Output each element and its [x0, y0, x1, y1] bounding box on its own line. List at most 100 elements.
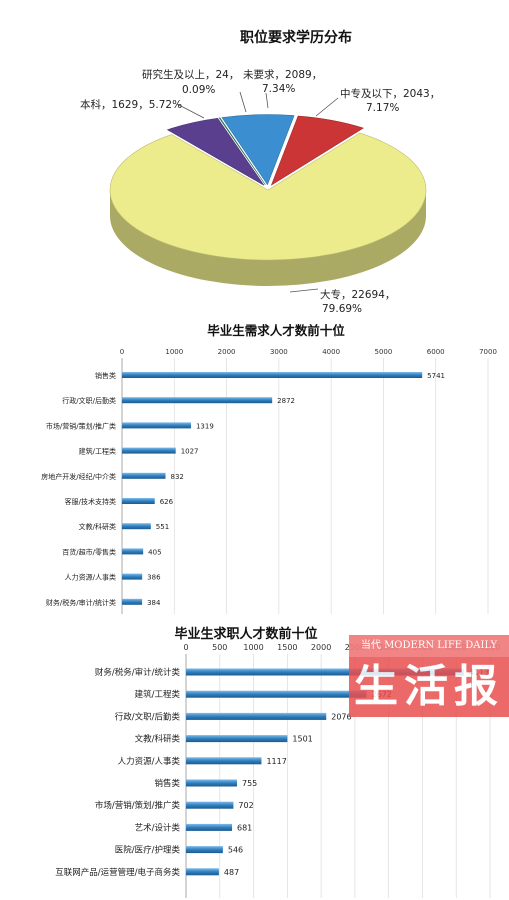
category-label: 行政/文职/后勤类: [115, 711, 181, 722]
category-label: 互联网产品/运营管理/电子商务类: [55, 867, 180, 878]
category-label: 销售类: [95, 371, 116, 380]
category-label: 行政/文职/后勤类: [62, 396, 116, 405]
label-dazhuan: 大专，22694，: [320, 288, 395, 301]
bar-value-label: 1027: [181, 448, 199, 456]
bar-value-label: 2872: [277, 397, 295, 405]
bar-value-label: 551: [156, 523, 169, 531]
pie-title: 职位要求学历分布: [240, 29, 352, 46]
bar-value-label: 5741: [427, 372, 445, 380]
category-label: 市场/营销/策划/推广类: [95, 800, 181, 811]
leader-line-weiyaoqiu: [265, 92, 269, 109]
x-tick-label: 4000: [322, 348, 340, 356]
bar: [122, 397, 273, 404]
label-dazhuan-percent: 79.69%: [322, 303, 362, 315]
bar: [186, 735, 288, 743]
bar: [122, 422, 191, 429]
bar-value-label: 1319: [196, 422, 214, 430]
x-tick-label: 1000: [165, 348, 183, 356]
x-tick-label: 0: [120, 348, 124, 356]
bar: [122, 372, 423, 378]
leader-line-benke: [176, 103, 205, 119]
logo-main-text: 生活报: [349, 657, 509, 717]
pie-slice-1: [270, 115, 364, 186]
category-label: 文教/科研类: [135, 734, 181, 745]
bar: [122, 523, 151, 530]
newspaper-logo-watermark: 当代 MODERN LIFE DAILY 生活报: [349, 635, 509, 717]
label-benke: 本科，1629，5.72%: [80, 98, 182, 111]
bar-value-label: 2076: [331, 712, 351, 721]
label-zhongzhuan: 中专及以下，2043，: [340, 87, 440, 100]
x-tick-label: 1000: [243, 643, 263, 652]
bar-value-label: 405: [148, 548, 161, 556]
bar: [122, 447, 176, 454]
pie-slice-2: [221, 114, 295, 186]
bar-value-label: 1117: [266, 757, 286, 766]
bar-value-label: 832: [171, 473, 184, 481]
bar: [186, 846, 223, 854]
bar: [186, 712, 327, 720]
pie-slice-3: [218, 117, 266, 186]
bar: [186, 801, 234, 809]
category-label: 客服/技术支持类: [65, 497, 116, 506]
bar: [186, 868, 219, 876]
category-label: 文教/科研类: [79, 522, 116, 531]
bar-value-label: 626: [160, 498, 174, 506]
bar-value-label: 487: [224, 868, 239, 877]
bar: [186, 779, 238, 787]
x-tick-label: 7000: [479, 348, 497, 356]
bar: [122, 498, 155, 504]
category-label: 百货/超市/零售类: [62, 547, 116, 556]
pie-wall-0: [110, 190, 426, 286]
category-label: 财务/税务/审计/统计类: [46, 598, 116, 607]
category-label: 市场/营销/策划/推广类: [46, 421, 116, 430]
category-label: 人力资源/人事类: [65, 573, 116, 582]
x-tick-label: 500: [212, 643, 227, 652]
category-label: 艺术/设计类: [135, 822, 181, 833]
leader-line-yanjiusheng: [239, 91, 247, 113]
applicant-bar-chart: 毕业生求职人才数前十位 0500100015002000250030003500…: [55, 626, 500, 898]
x-tick-label: 6000: [427, 348, 445, 356]
label-yanjiusheng: 研究生及以上，24，: [142, 68, 239, 81]
category-label: 房地产开发/经纪/中介类: [41, 472, 116, 481]
pie-slice-0: [109, 132, 427, 261]
applicant-bar-panel: 毕业生求职人才数前十位 0500100015002000250030003500…: [0, 620, 509, 900]
bar-value-label: 681: [237, 823, 252, 832]
category-label: 建筑/工程类: [79, 447, 116, 456]
bar-value-label: 702: [238, 801, 253, 810]
bar: [122, 573, 143, 580]
logo-masthead-text: 当代 MODERN LIFE DAILY: [349, 635, 509, 657]
label-weiyaoqiu: 未要求，2089，: [243, 69, 322, 81]
bar: [186, 690, 367, 698]
education-pie-panel: 职位要求学历分布 大专，22694， 79.69% 中专及以下，2043， 7.…: [0, 0, 509, 318]
bar: [122, 472, 166, 479]
label-yanjiusheng-percent: 0.09%: [182, 84, 215, 96]
category-label: 人力资源/人事类: [118, 756, 181, 767]
label-weiyaoqiu-percent: 7.34%: [262, 83, 295, 95]
bar: [122, 598, 143, 605]
bar-value-label: 546: [228, 846, 243, 855]
bar: [186, 668, 464, 676]
bar-value-label: 386: [147, 574, 161, 582]
bar: [186, 757, 262, 765]
education-pie-chart: 职位要求学历分布 大专，22694， 79.69% 中专及以下，2043， 7.…: [80, 29, 440, 315]
x-tick-label: 2000: [218, 348, 236, 356]
bar: [186, 823, 233, 831]
x-tick-label: 1500: [277, 643, 297, 652]
leader-line-zhongzhuan: [315, 97, 339, 117]
demand-chart-title: 毕业生需求人才数前十位: [207, 323, 345, 338]
category-label: 建筑/工程类: [135, 689, 181, 700]
category-label: 医院/医疗/护理类: [115, 845, 181, 856]
applicant-chart-title: 毕业生求职人才数前十位: [174, 626, 317, 642]
bar-value-label: 1501: [292, 735, 312, 744]
category-label: 财务/税务/审计/统计类: [95, 667, 181, 678]
category-label: 销售类: [154, 778, 180, 789]
bar-value-label: 384: [147, 599, 161, 607]
demand-bar-chart: 毕业生需求人才数前十位 0 1000 2000 3000 4000 5000 6000 700…: [41, 323, 497, 614]
x-tick-label: 3000: [270, 348, 288, 356]
demand-bar-panel: 毕业生需求人才数前十位 0 1000 2000 3000 4000 5000 6000 700…: [0, 318, 509, 620]
leader-line-dazhuan: [289, 288, 319, 293]
x-tick-label: 2000: [311, 643, 331, 652]
x-tick-label: 5000: [375, 348, 393, 356]
bar-value-label: 755: [242, 779, 257, 788]
x-tick-label: 0: [183, 643, 188, 652]
